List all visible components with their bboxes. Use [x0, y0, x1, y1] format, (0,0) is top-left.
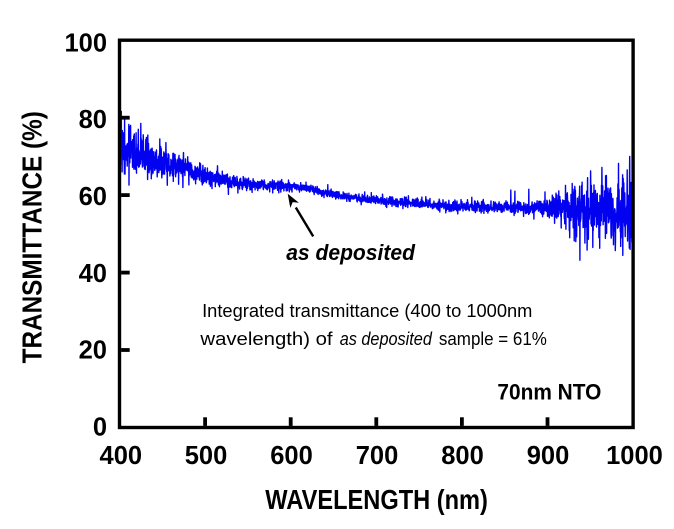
svg-text:Integrated transmittance (400: Integrated transmittance (400 to 1000nm: [202, 301, 532, 321]
svg-text:400: 400: [100, 442, 143, 470]
svg-text:as deposited: as deposited: [340, 329, 433, 349]
svg-text:20: 20: [79, 337, 107, 365]
svg-text:80: 80: [79, 106, 107, 134]
svg-text:900: 900: [527, 442, 570, 470]
svg-text:sample = 61%: sample = 61%: [439, 329, 547, 349]
svg-text:TRANSMITTANCE (%): TRANSMITTANCE (%): [17, 111, 48, 363]
svg-text:70nm NTO: 70nm NTO: [497, 379, 601, 404]
svg-text:60: 60: [79, 183, 107, 211]
svg-text:100: 100: [64, 29, 107, 57]
svg-text:600: 600: [270, 442, 313, 470]
svg-text:500: 500: [185, 442, 228, 470]
svg-text:1000: 1000: [606, 442, 663, 470]
svg-text:700: 700: [356, 442, 399, 470]
svg-text:800: 800: [441, 442, 484, 470]
svg-text:WAVELENGTH (nm): WAVELENGTH (nm): [265, 484, 488, 515]
svg-text:wavelength) of: wavelength) of: [199, 329, 333, 349]
svg-text:as deposited: as deposited: [286, 240, 415, 265]
svg-text:40: 40: [79, 260, 107, 288]
svg-text:0: 0: [93, 414, 107, 442]
